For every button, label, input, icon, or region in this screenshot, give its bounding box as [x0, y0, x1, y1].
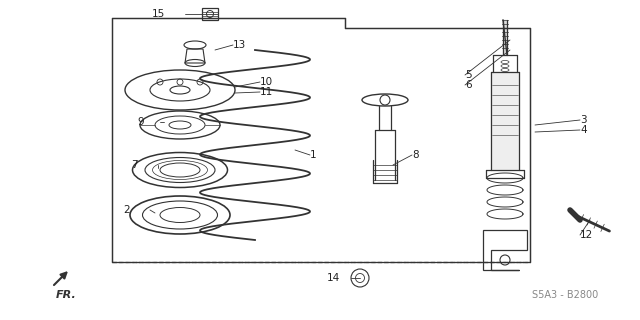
Text: 6: 6	[465, 80, 472, 90]
Text: FR.: FR.	[56, 290, 77, 300]
Text: 7: 7	[131, 160, 138, 170]
Text: 10: 10	[260, 77, 273, 87]
Text: 2: 2	[124, 205, 130, 215]
Text: 12: 12	[580, 230, 593, 240]
Text: S5A3 - B2800: S5A3 - B2800	[532, 290, 598, 300]
Text: 4: 4	[580, 125, 587, 135]
Text: 1: 1	[310, 150, 317, 160]
Text: 5: 5	[465, 70, 472, 80]
Text: 15: 15	[152, 9, 165, 19]
Text: 3: 3	[580, 115, 587, 125]
Text: 14: 14	[327, 273, 340, 283]
Text: 13: 13	[233, 40, 246, 50]
Text: 9: 9	[138, 117, 144, 127]
Text: 11: 11	[260, 87, 273, 97]
Text: 8: 8	[412, 150, 419, 160]
